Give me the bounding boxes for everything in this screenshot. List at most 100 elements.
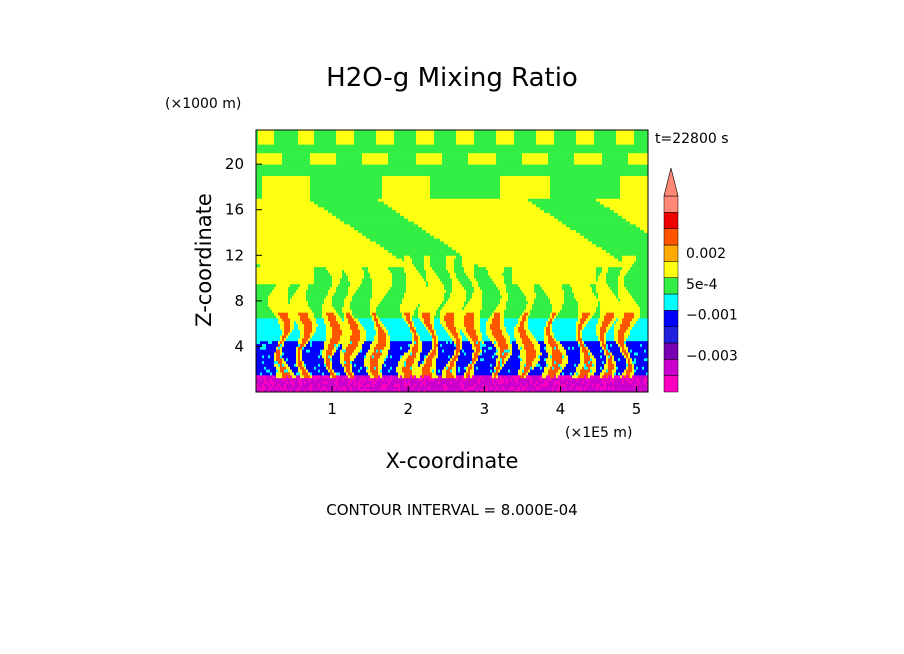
heatmap-cell xyxy=(430,352,433,356)
heatmap-cell xyxy=(288,349,291,353)
heatmap-cell xyxy=(454,354,457,359)
heatmap-cell xyxy=(506,366,509,370)
heatmap-cell xyxy=(528,349,531,353)
heatmap-cell xyxy=(596,349,599,353)
heatmap-cell xyxy=(554,357,557,362)
heatmap-cell xyxy=(468,346,471,350)
heatmap-cell xyxy=(272,383,275,387)
heatmap-cell xyxy=(638,354,641,359)
heatmap-cell xyxy=(466,360,469,364)
heatmap-cell xyxy=(616,374,619,379)
heatmap-cell xyxy=(324,357,327,362)
heatmap-cell xyxy=(412,354,415,359)
heatmap-cell xyxy=(518,352,521,356)
heatmap-cell xyxy=(378,357,381,362)
heatmap-cell xyxy=(314,357,317,362)
heatmap-cell xyxy=(572,352,575,356)
heatmap-cell xyxy=(318,380,321,384)
heatmap-cell xyxy=(312,363,315,367)
heatmap-cell xyxy=(256,372,259,376)
heatmap-cell xyxy=(304,354,307,359)
heatmap-cell xyxy=(590,372,593,376)
heatmap-cell xyxy=(538,363,541,367)
heatmap-cell xyxy=(614,354,617,359)
heatmap-cell xyxy=(536,363,539,367)
heatmap-cell xyxy=(310,386,313,390)
heatmap-cell xyxy=(360,349,363,353)
heatmap-cell xyxy=(512,346,515,350)
heatmap-cell xyxy=(302,360,305,364)
heatmap-cell xyxy=(520,386,523,390)
heatmap-cell xyxy=(268,380,271,384)
heatmap-cell xyxy=(380,383,383,387)
heatmap-cell xyxy=(604,374,607,379)
heatmap-cell xyxy=(546,383,549,387)
heatmap-cell xyxy=(364,380,367,384)
heatmap-cell xyxy=(296,383,299,387)
heatmap-cell xyxy=(388,389,391,393)
heatmap-cell xyxy=(624,386,627,390)
heatmap-cell xyxy=(440,374,443,379)
heatmap-cell xyxy=(374,372,377,376)
heatmap-cell xyxy=(460,354,463,359)
heatmap-cell xyxy=(328,383,331,387)
heatmap-cell xyxy=(468,349,471,353)
heatmap-cell xyxy=(458,352,461,356)
heatmap-cell xyxy=(400,360,403,364)
heatmap-cell xyxy=(486,357,489,362)
heatmap-cell xyxy=(568,354,571,359)
heatmap-cell xyxy=(388,377,391,382)
heatmap-cell xyxy=(304,352,307,356)
heatmap-cell xyxy=(616,352,619,356)
heatmap-cell xyxy=(342,349,345,353)
heatmap-cell xyxy=(466,349,469,353)
heatmap-cell xyxy=(488,386,491,390)
heatmap-cell xyxy=(624,357,627,362)
heatmap-cell xyxy=(470,360,473,364)
heatmap-cell xyxy=(584,372,587,376)
heatmap-cell xyxy=(276,354,279,359)
heatmap-cell xyxy=(286,352,289,356)
heatmap-cell xyxy=(468,354,471,359)
heatmap-cell xyxy=(540,380,543,384)
heatmap-cell xyxy=(262,349,265,353)
heatmap-cell xyxy=(434,374,437,379)
heatmap-cell xyxy=(280,383,283,387)
heatmap-cell xyxy=(338,366,341,370)
heatmap-cell xyxy=(362,354,365,359)
heatmap-cell xyxy=(552,369,555,373)
heatmap-cell xyxy=(352,389,355,393)
heatmap-cell xyxy=(362,357,365,362)
heatmap-cell xyxy=(306,363,309,367)
heatmap-cell xyxy=(392,349,395,353)
heatmap-cell xyxy=(364,357,367,362)
heatmap-cell xyxy=(522,383,525,387)
heatmap-cell xyxy=(528,354,531,359)
heatmap-cell xyxy=(256,352,259,356)
heatmap-cell xyxy=(574,352,577,356)
heatmap-cell xyxy=(436,349,439,353)
heatmap-cell xyxy=(540,357,543,362)
heatmap-cell xyxy=(468,372,471,376)
heatmap-cell xyxy=(494,374,497,379)
heatmap-cell xyxy=(400,389,403,393)
heatmap-cell xyxy=(330,377,333,382)
heatmap-cell xyxy=(478,372,481,376)
heatmap-cell xyxy=(326,377,329,382)
heatmap-cell xyxy=(392,389,395,393)
heatmap-cell xyxy=(628,360,631,364)
heatmap-cell xyxy=(386,360,389,364)
heatmap-cell xyxy=(366,377,369,382)
heatmap-cell xyxy=(472,377,475,382)
heatmap-cell xyxy=(302,357,305,362)
heatmap-cell xyxy=(448,346,451,350)
heatmap-cell xyxy=(512,349,515,353)
heatmap-cell xyxy=(272,386,275,390)
heatmap-cell xyxy=(342,389,345,393)
heatmap-cell xyxy=(570,352,573,356)
heatmap-cell xyxy=(554,352,557,356)
heatmap-cell xyxy=(516,349,519,353)
heatmap-cell xyxy=(584,357,587,362)
heatmap-cell xyxy=(308,389,311,393)
heatmap-cell xyxy=(622,357,625,362)
